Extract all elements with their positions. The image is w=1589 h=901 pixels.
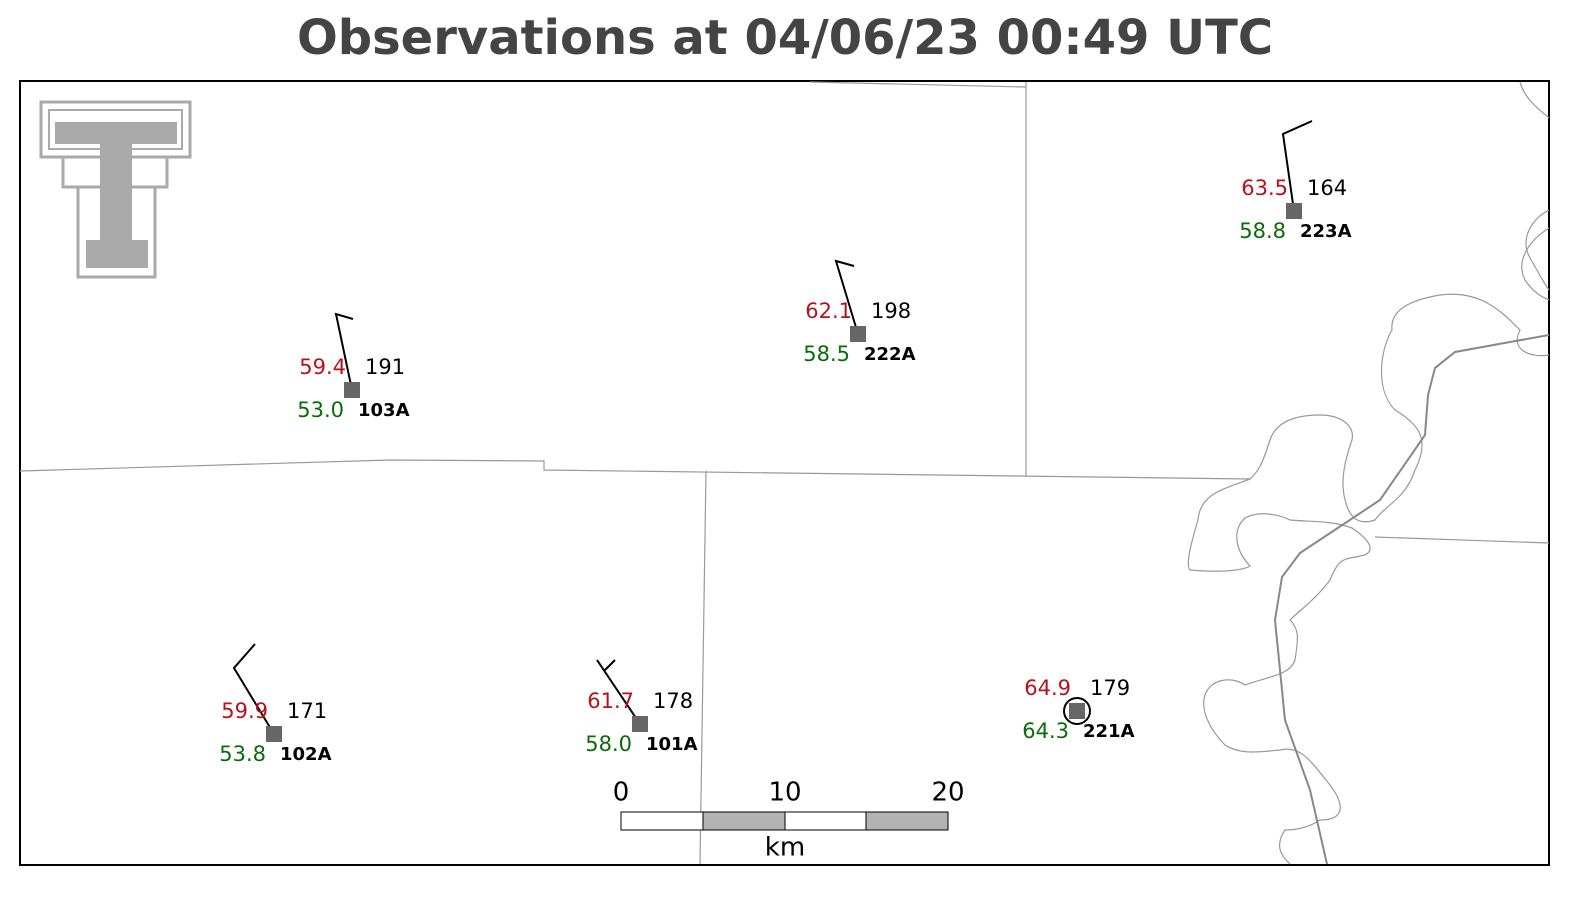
wind-barb xyxy=(232,643,275,735)
scale-segment xyxy=(865,811,949,831)
station-id: 222A xyxy=(864,344,916,365)
station-marker xyxy=(850,326,866,342)
wind-barb xyxy=(1281,120,1313,212)
road xyxy=(1273,334,1550,865)
logo-core xyxy=(100,130,132,260)
station-marker xyxy=(1286,203,1302,219)
county-line xyxy=(809,81,1027,88)
station-marker xyxy=(1069,703,1085,719)
wind-barbs xyxy=(232,120,1313,735)
dewpoint: 58.0 xyxy=(585,732,632,756)
station-id: 101A xyxy=(646,734,698,755)
scale-segment xyxy=(784,811,867,831)
temperature: 59.4 xyxy=(299,355,346,379)
dewpoint: 58.5 xyxy=(803,342,850,366)
scale-label: 0 xyxy=(613,778,630,808)
pressure: 171 xyxy=(287,699,327,723)
station-id: 103A xyxy=(358,400,410,421)
scale-segment xyxy=(620,811,704,831)
scale-bar xyxy=(620,811,949,831)
dewpoint: 64.3 xyxy=(1022,719,1069,743)
map-title: Observations at 04/06/23 00:49 UTC xyxy=(297,10,1273,66)
calm-circle xyxy=(1063,697,1091,725)
temperature: 61.7 xyxy=(587,689,634,713)
station-id: 102A xyxy=(280,744,332,765)
logo-foot xyxy=(86,240,148,268)
station-marker xyxy=(632,716,648,732)
dewpoint: 53.0 xyxy=(297,398,344,422)
temperature: 62.1 xyxy=(805,299,852,323)
scale-segment xyxy=(702,811,786,831)
station-marker xyxy=(344,382,360,398)
county-line xyxy=(699,470,707,865)
wind-barb xyxy=(603,659,616,672)
dewpoint: 53.8 xyxy=(219,742,266,766)
temperature: 59.9 xyxy=(221,699,268,723)
temperature: 63.5 xyxy=(1241,176,1288,200)
boundaries xyxy=(19,81,1550,865)
wind-barb xyxy=(334,312,354,391)
wind-barb xyxy=(834,259,859,335)
station-id: 221A xyxy=(1083,721,1135,742)
river xyxy=(1187,81,1550,865)
pressure: 179 xyxy=(1090,676,1130,700)
dewpoint: 58.8 xyxy=(1239,219,1286,243)
pressure: 198 xyxy=(871,299,911,323)
scale-label: 20 xyxy=(931,778,964,808)
station-id: 223A xyxy=(1300,221,1352,242)
logo xyxy=(39,100,192,279)
scale-unit: km xyxy=(765,833,805,863)
pressure: 178 xyxy=(653,689,693,713)
county-line xyxy=(19,459,1251,480)
temperature: 64.9 xyxy=(1024,676,1071,700)
pressure: 191 xyxy=(365,355,405,379)
county-line xyxy=(1374,536,1550,544)
station-marker xyxy=(266,726,282,742)
scale-label: 10 xyxy=(768,778,801,808)
pressure: 164 xyxy=(1307,176,1347,200)
